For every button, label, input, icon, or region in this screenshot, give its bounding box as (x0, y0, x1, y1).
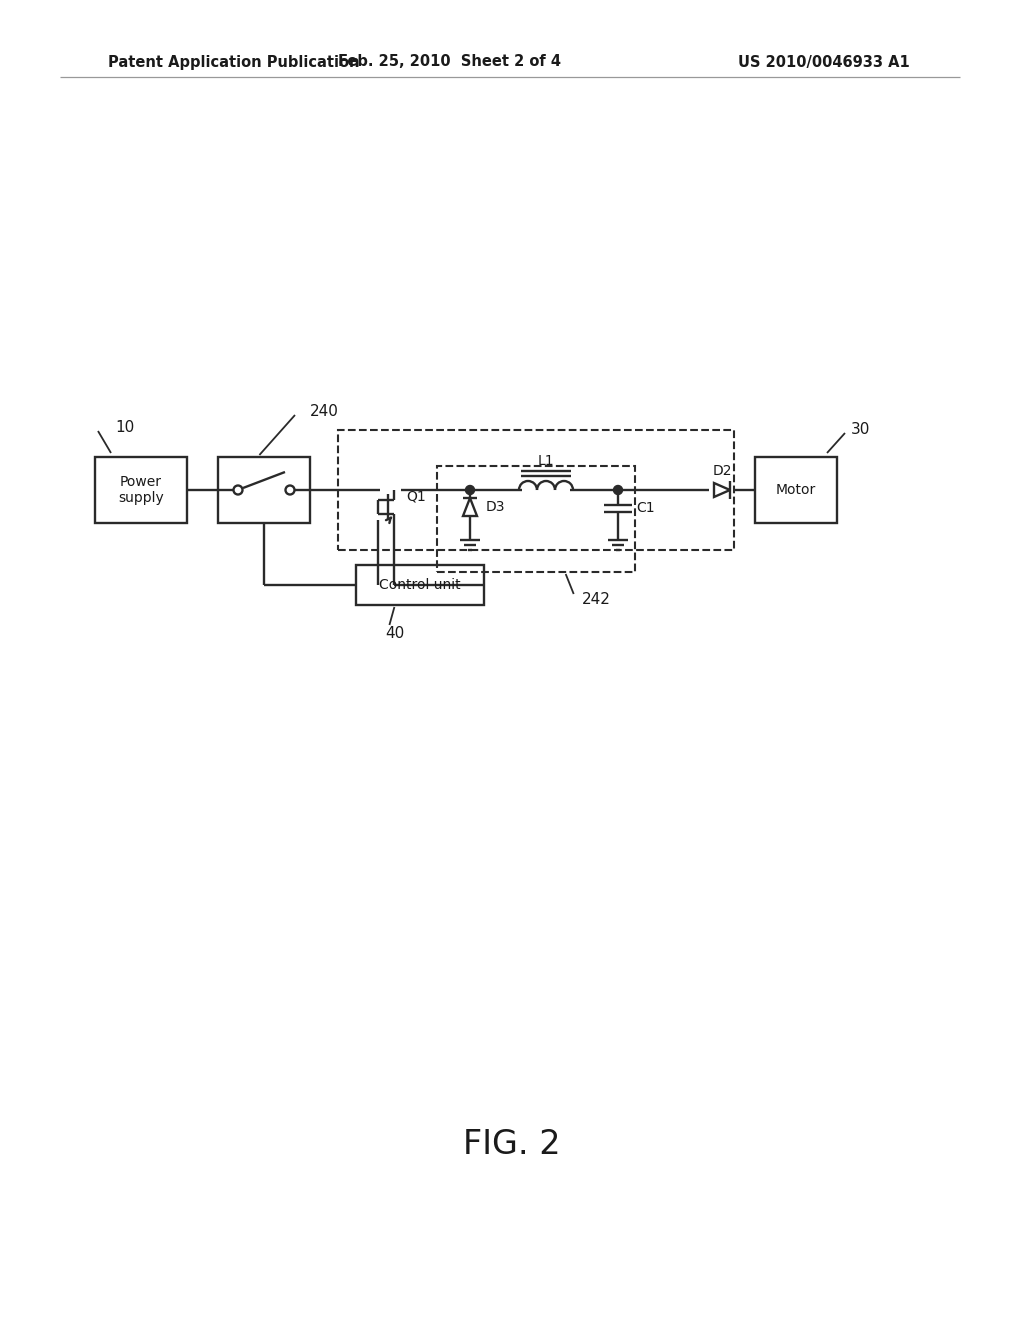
Text: 40: 40 (385, 626, 404, 640)
Text: C1: C1 (636, 502, 654, 515)
Bar (218, 457, 310, 523)
Text: Feb. 25, 2010  Sheet 2 of 4: Feb. 25, 2010 Sheet 2 of 4 (339, 54, 561, 70)
Bar (338, 430, 734, 550)
Text: D2: D2 (713, 465, 732, 478)
Text: Power
supply: Power supply (118, 475, 164, 506)
Bar (437, 466, 635, 572)
Bar (755, 457, 837, 523)
Text: FIG. 2: FIG. 2 (463, 1129, 561, 1162)
Polygon shape (463, 498, 477, 516)
Text: US 2010/0046933 A1: US 2010/0046933 A1 (738, 54, 910, 70)
Bar (356, 565, 484, 605)
Text: 240: 240 (310, 404, 339, 418)
Bar (95, 457, 187, 523)
Text: Control unit: Control unit (379, 578, 461, 591)
Text: Patent Application Publication: Patent Application Publication (108, 54, 359, 70)
Text: D3: D3 (486, 500, 506, 513)
Text: 242: 242 (582, 593, 610, 607)
Circle shape (613, 486, 623, 495)
Text: Q1: Q1 (406, 488, 426, 503)
Circle shape (466, 486, 474, 495)
Text: Motor: Motor (776, 483, 816, 498)
Text: L1: L1 (538, 454, 554, 469)
Polygon shape (714, 483, 730, 498)
Text: 30: 30 (851, 421, 870, 437)
Text: 10: 10 (115, 420, 134, 434)
